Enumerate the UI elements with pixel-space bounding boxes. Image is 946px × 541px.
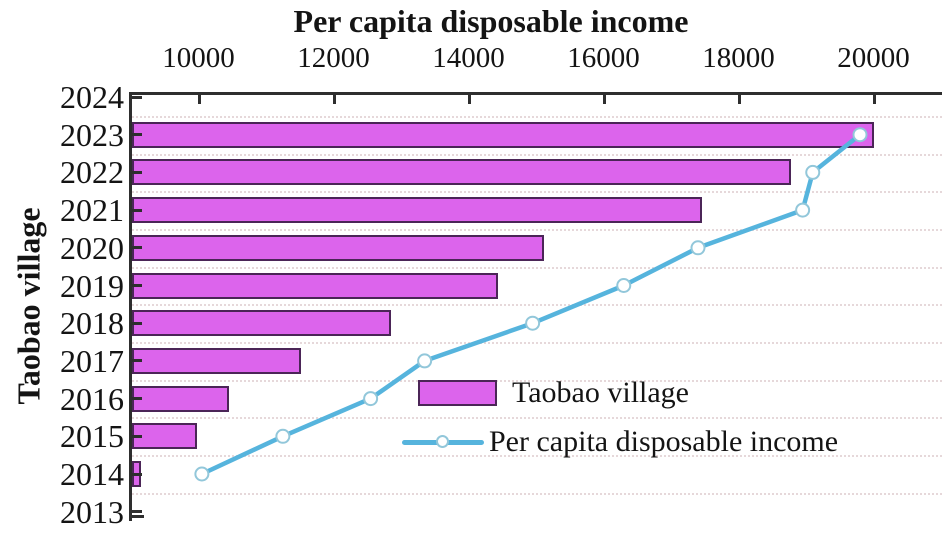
line-path	[199, 132, 863, 477]
x-tick-label: 12000	[297, 42, 370, 74]
x-axis-tick	[332, 95, 336, 104]
y-axis-tick	[132, 472, 142, 476]
x-axis-title: Per capita disposable income	[293, 3, 689, 39]
y-tick-label: 2018	[60, 305, 124, 342]
x-tick-label: 18000	[702, 42, 775, 74]
data-point-marker	[795, 202, 811, 218]
legend-line-marker-icon	[436, 435, 449, 448]
data-point-marker	[616, 278, 632, 293]
bar-2020	[132, 234, 544, 261]
y-axis-tick	[132, 284, 142, 287]
data-point-marker	[690, 240, 706, 256]
x-tick-label: 10000	[162, 42, 235, 74]
data-point-marker	[852, 127, 868, 143]
gridline	[132, 266, 942, 269]
legend-label-per-capita-income: Per capita disposable income	[489, 425, 839, 458]
y-axis-tick	[132, 95, 142, 99]
gridline	[132, 492, 942, 495]
gridline	[132, 191, 942, 194]
y-tick-label: 2022	[60, 154, 124, 191]
x-tick-label: 16000	[567, 42, 640, 74]
bar-2023	[132, 121, 874, 148]
bar-2021	[132, 197, 703, 224]
gridline	[132, 304, 942, 307]
y-tick-label: 2023	[60, 116, 124, 153]
y-axis-tick	[132, 359, 142, 363]
x-axis-tick	[197, 95, 201, 104]
gridline	[132, 115, 942, 118]
legend-bar-swatch	[418, 380, 497, 406]
data-point-marker	[194, 466, 210, 482]
data-point-marker	[275, 428, 291, 444]
y-axis-tick	[132, 170, 142, 174]
y-axis-tick	[132, 133, 142, 137]
x-tick-label: 20000	[837, 42, 910, 74]
gridline	[132, 417, 942, 420]
data-point-marker	[525, 315, 541, 331]
bar-2019	[132, 272, 498, 299]
legend-label-taobao-village: Taobao village	[512, 376, 689, 409]
y-axis-tick	[132, 397, 142, 401]
y-axis-tick	[132, 208, 142, 212]
y-tick-label: 2024	[60, 79, 124, 115]
x-axis-tick	[602, 95, 606, 104]
bar-2016	[132, 385, 230, 412]
gridline	[132, 153, 942, 156]
data-point-marker	[363, 391, 379, 407]
data-point-marker	[417, 353, 433, 369]
bar-2022	[132, 159, 791, 186]
bar-2018	[132, 310, 392, 337]
y-tick-label: 2020	[60, 229, 124, 266]
y-axis-tick	[132, 246, 142, 250]
x-axis-tick	[872, 95, 876, 104]
y-tick-label: 2014	[60, 456, 124, 492]
y-axis-tick	[132, 510, 142, 514]
bar-2017	[132, 347, 302, 374]
x-axis-tick	[467, 95, 471, 104]
gridline	[132, 379, 942, 382]
gridline	[132, 455, 942, 458]
data-point-marker	[805, 164, 821, 180]
y-tick-label: 2013	[60, 493, 124, 530]
x-tick-label: 14000	[432, 42, 505, 74]
gridline	[132, 342, 942, 345]
y-tick-label: 2017	[60, 342, 124, 379]
plot-area	[129, 92, 942, 521]
y-tick-label: 2015	[60, 418, 124, 455]
line-series-per-capita-income	[194, 127, 868, 482]
y-tick-label: 2021	[60, 192, 124, 229]
y-axis-tick	[132, 321, 142, 325]
x-axis-bottom-corner-tick	[129, 515, 144, 518]
y-tick-label: 2016	[60, 380, 124, 417]
y-axis-tick	[132, 434, 142, 438]
x-axis-tick	[737, 95, 741, 104]
y-tick-label: 2019	[60, 267, 124, 304]
gridline	[132, 228, 942, 231]
